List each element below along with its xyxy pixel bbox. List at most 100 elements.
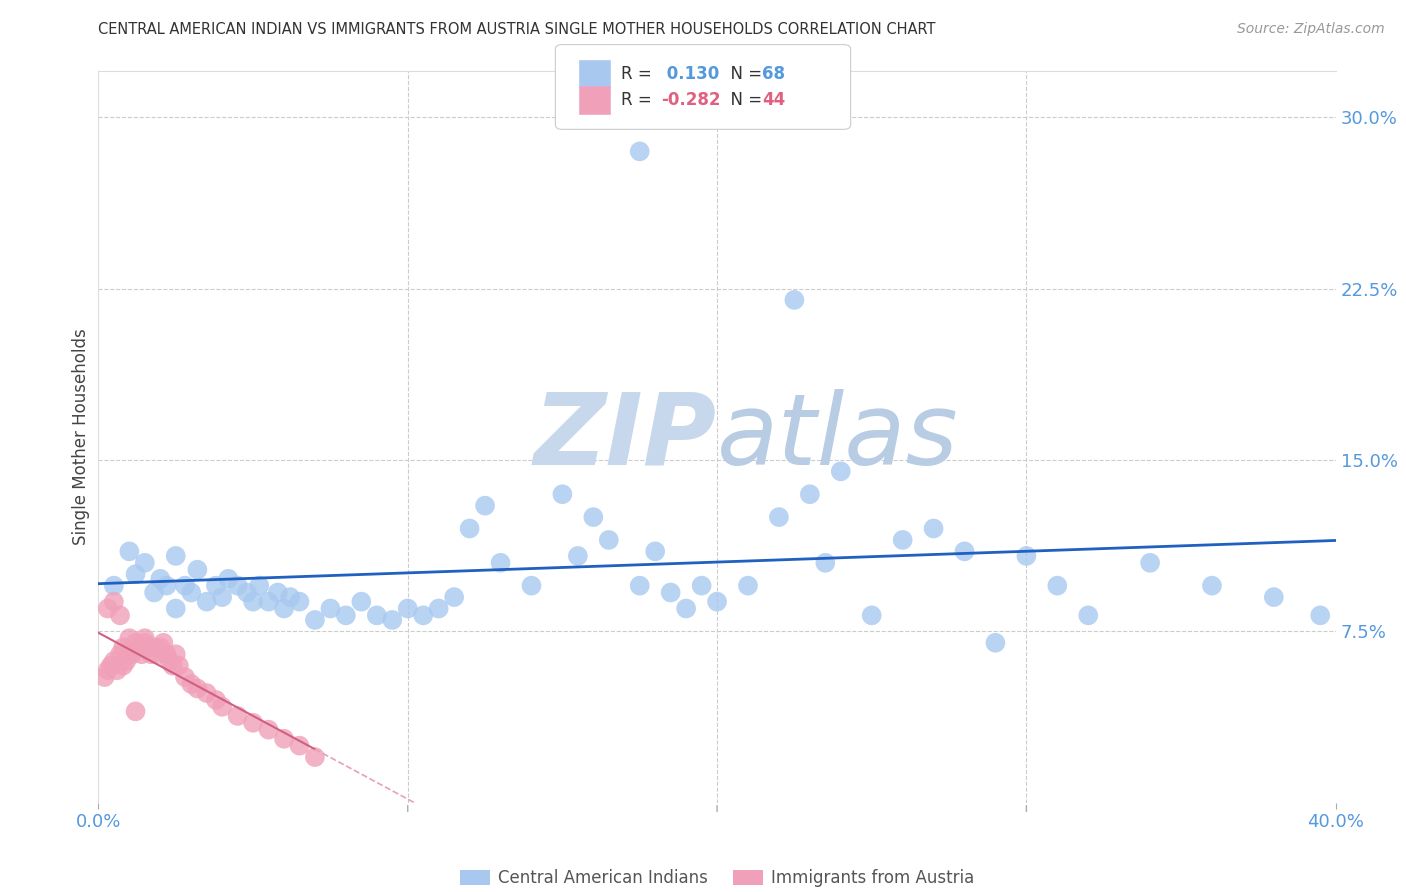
Point	[174, 670, 197, 684]
Point	[319, 601, 342, 615]
Point	[273, 601, 295, 615]
Point	[242, 594, 264, 608]
Text: 0.130: 0.130	[661, 65, 718, 83]
Point	[124, 636, 146, 650]
Point	[335, 608, 357, 623]
Point	[124, 567, 146, 582]
Point	[659, 585, 682, 599]
Point	[139, 647, 162, 661]
Point	[155, 579, 177, 593]
Point	[644, 544, 666, 558]
Text: R =: R =	[621, 65, 658, 83]
Point	[100, 658, 122, 673]
Point	[103, 654, 125, 668]
Point	[143, 640, 166, 655]
Point	[257, 594, 280, 608]
Point	[443, 590, 465, 604]
Point	[134, 556, 156, 570]
Text: atlas: atlas	[717, 389, 959, 485]
Point	[93, 670, 115, 684]
Point	[149, 640, 172, 655]
Point	[112, 640, 135, 655]
Point	[257, 723, 280, 737]
Point	[97, 601, 120, 615]
Point	[134, 636, 156, 650]
Point	[105, 663, 128, 677]
Text: CENTRAL AMERICAN INDIAN VS IMMIGRANTS FROM AUSTRIA SINGLE MOTHER HOUSEHOLDS CORR: CENTRAL AMERICAN INDIAN VS IMMIGRANTS FR…	[98, 22, 936, 37]
Text: ZIP: ZIP	[534, 389, 717, 485]
Point	[1077, 608, 1099, 623]
Point	[984, 636, 1007, 650]
Point	[814, 556, 837, 570]
Point	[288, 739, 311, 753]
Point	[551, 487, 574, 501]
Point	[1263, 590, 1285, 604]
Point	[211, 590, 233, 604]
Point	[108, 608, 131, 623]
Point	[143, 585, 166, 599]
Point	[165, 647, 187, 661]
Point	[103, 594, 125, 608]
Point	[226, 709, 249, 723]
Point	[628, 145, 651, 159]
Point	[706, 594, 728, 608]
Point	[136, 640, 159, 655]
Point	[108, 647, 131, 661]
Point	[121, 647, 143, 661]
Point	[1309, 608, 1331, 623]
Point	[768, 510, 790, 524]
Point	[128, 640, 150, 655]
Point	[162, 658, 184, 673]
Point	[1139, 556, 1161, 570]
Point	[195, 594, 218, 608]
Point	[97, 663, 120, 677]
Point	[458, 521, 481, 535]
Legend: Central American Indians, Immigrants from Austria: Central American Indians, Immigrants fro…	[453, 863, 981, 892]
Point	[226, 579, 249, 593]
Point	[211, 699, 233, 714]
Point	[205, 579, 228, 593]
Point	[1046, 579, 1069, 593]
Point	[288, 594, 311, 608]
Point	[922, 521, 945, 535]
Point	[165, 601, 187, 615]
Text: R =: R =	[621, 91, 658, 109]
Point	[186, 681, 208, 696]
Point	[381, 613, 404, 627]
Point	[103, 579, 125, 593]
Point	[690, 579, 713, 593]
Point	[134, 632, 156, 646]
Point	[174, 579, 197, 593]
Point	[783, 293, 806, 307]
Y-axis label: Single Mother Households: Single Mother Households	[72, 329, 90, 545]
Point	[195, 686, 218, 700]
Point	[152, 636, 174, 650]
Point	[830, 464, 852, 478]
Point	[1015, 549, 1038, 563]
Point	[186, 563, 208, 577]
Point	[118, 632, 141, 646]
Point	[598, 533, 620, 547]
Point	[180, 585, 202, 599]
Point	[1201, 579, 1223, 593]
Point	[278, 590, 301, 604]
Point	[474, 499, 496, 513]
Point	[167, 658, 190, 673]
Text: -0.282: -0.282	[661, 91, 720, 109]
Point	[267, 585, 290, 599]
Point	[205, 693, 228, 707]
Point	[149, 572, 172, 586]
Point	[891, 533, 914, 547]
Point	[115, 654, 138, 668]
Point	[396, 601, 419, 615]
Point	[350, 594, 373, 608]
Point	[427, 601, 450, 615]
Point	[165, 549, 187, 563]
Point	[118, 544, 141, 558]
Point	[155, 647, 177, 661]
Text: Source: ZipAtlas.com: Source: ZipAtlas.com	[1237, 22, 1385, 37]
Point	[737, 579, 759, 593]
Text: N =: N =	[720, 65, 768, 83]
Text: 68: 68	[762, 65, 785, 83]
Point	[131, 647, 153, 661]
